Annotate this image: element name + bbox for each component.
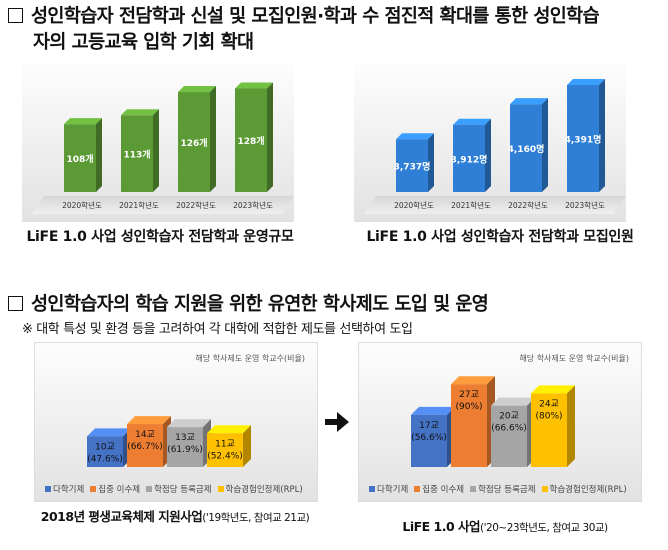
- chart-enrollment-svg: 3,737명 2020학년도 3,912명 2021학년도 4,160명 2022학년도 4…: [394, 79, 605, 210]
- chart-dept-count: 108개 2020학년도 113개 2021학년도 126개 2022학년도 128개 202…: [22, 64, 294, 222]
- chart-enrollment: 3,737명 2020학년도 3,912명 2021학년도 4,160명 2022학년도 4…: [354, 64, 626, 222]
- bar-percent-label: (66.7%): [127, 442, 163, 452]
- bar-value-label: 10교: [95, 442, 115, 452]
- legend-label: 학점당 등록금제: [154, 485, 212, 495]
- bar-value-label: 3,912명: [451, 153, 488, 165]
- chart-system-2018-legend: 다학기제 집중 이수제 학점당 등록금제 학습경험인정제(RPL): [39, 483, 303, 495]
- legend-swatch: [90, 486, 97, 492]
- chart-system-life-subtitle: 해당 학사제도 운영 학교수(비율): [519, 354, 629, 363]
- bar-value-label: 11교: [215, 439, 235, 449]
- legend-item: 집중 이수제: [84, 485, 140, 495]
- chart-system-life-legend: 다학기제 집중 이수제 학점당 등록금제 학습경험인정제(RPL): [363, 483, 627, 495]
- x-tick-label: 2023학년도: [565, 200, 605, 210]
- section1-heading: 성인학습자 전담학과 신설 및 모집인원·학과 수 점진적 확대를 통한 성인학…: [8, 4, 668, 56]
- chart-system-2018-svg: 10교 (47.6%) 14교 (66.7%) 13교 (61.9%) 11교 (52.4%): [87, 416, 251, 467]
- bar-percent-label: (90%): [455, 402, 482, 412]
- caption-main: 2018년 평생교육체제 지원사업: [40, 509, 203, 524]
- x-tick-label: 2021학년도: [119, 200, 159, 210]
- chart-system-life-caption: LiFE 1.0 사업('20~23학년도, 참여교 30교): [365, 516, 645, 535]
- bar-value-label: 113개: [123, 149, 150, 161]
- section1-heading-line2: 자의 고등교육 입학 기회 확대: [33, 32, 254, 53]
- x-tick-label: 2020학년도: [394, 200, 434, 210]
- checkbox-square-icon: [8, 296, 23, 311]
- chart-system-life: 해당 학사제도 운영 학교수(비율) 17교 (56.6%) 27교 (90%) 20교…: [358, 342, 642, 502]
- legend-label: 집중 이수제: [422, 485, 465, 495]
- legend-swatch: [470, 486, 477, 492]
- caption-sub: ('19학년도, 참여교 21교): [202, 512, 310, 524]
- bar-percent-label: (47.6%): [87, 454, 123, 464]
- x-tick-label: 2021학년도: [451, 200, 491, 210]
- legend-label: 다학기제: [377, 485, 409, 495]
- bar-2022학년도: [510, 98, 548, 192]
- legend-item: 다학기제: [363, 485, 408, 495]
- legend-swatch: [45, 486, 51, 492]
- x-tick-label: 2022학년도: [176, 200, 216, 210]
- legend-item: 학점당 등록금제: [140, 485, 212, 495]
- bar-2021학년도: [453, 118, 491, 192]
- bar-집중 이수제: [451, 376, 495, 467]
- bar-value-label: 126개: [180, 137, 207, 149]
- x-tick-label: 2020학년도: [62, 200, 102, 210]
- bar-value-label: 17교: [419, 421, 439, 431]
- bar-value-label: 27교: [459, 390, 479, 400]
- section2-heading: 성인학습자의 학습 지원을 위한 유연한 학사제도 도입 및 운영: [8, 292, 489, 318]
- chart-system-2018: 해당 학사제도 운영 학교수(비율) 10교 (47.6%) 14교 (66.7%) 1…: [34, 342, 318, 502]
- bar-value-label: 108개: [66, 153, 93, 165]
- bar-value-label: 20교: [499, 412, 519, 422]
- legend-label: 학점당 등록금제: [478, 485, 536, 495]
- section2-note: ※ 대학 특성 및 환경 등을 고려하여 각 대학에 적합한 제도를 선택하여 …: [22, 322, 413, 337]
- legend-swatch: [217, 486, 224, 492]
- caption-main: LiFE 1.0 사업: [402, 519, 481, 534]
- bar-value-label: 14교: [135, 430, 155, 440]
- bar-학습경험인정제(RPL): [207, 425, 251, 467]
- bar-value-label: 13교: [175, 433, 195, 443]
- legend-swatch: [369, 486, 375, 492]
- x-tick-label: 2023학년도: [233, 200, 273, 210]
- section2-heading-text: 성인학습자의 학습 지원을 위한 유연한 학사제도 도입 및 운영: [31, 294, 489, 315]
- chart-dept-count-caption: LiFE 1.0 사업 성인학습자 전담학과 운영규모: [26, 229, 294, 245]
- legend-swatch: [541, 486, 548, 492]
- x-tick-label: 2022학년도: [508, 200, 548, 210]
- bar-2022학년도: [178, 86, 216, 192]
- bar-percent-label: (80%): [535, 411, 562, 421]
- section1-heading-line1: 성인학습자 전담학과 신설 및 모집인원·학과 수 점진적 확대를 통한 성인학…: [31, 6, 600, 27]
- chart-dept-count-svg: 108개 2020학년도 113개 2021학년도 126개 2022학년도 128개 202…: [62, 82, 273, 210]
- legend-swatch: [414, 486, 421, 492]
- bar-value-label: 3,737명: [394, 161, 431, 173]
- bar-value-label: 4,391명: [565, 134, 602, 146]
- legend-label: 집중 이수제: [98, 485, 141, 495]
- bar-학습경험인정제(RPL): [531, 385, 575, 467]
- bar-percent-label: (52.4%): [207, 451, 243, 461]
- chart-system-life-svg: 17교 (56.6%) 27교 (90%) 20교 (66.6%) 24교 (80%): [411, 376, 575, 467]
- legend-label: 학습경험인정제(RPL): [549, 485, 627, 495]
- legend-item: 학점당 등록금제: [464, 485, 536, 495]
- chart-system-2018-subtitle: 해당 학사제도 운영 학교수(비율): [195, 354, 305, 363]
- bar-value-label: 4,160명: [508, 143, 545, 155]
- bar-percent-label: (56.6%): [411, 433, 447, 443]
- legend-label: 다학기제: [53, 485, 85, 495]
- legend-item: 집중 이수제: [408, 485, 464, 495]
- chart-enrollment-caption: LiFE 1.0 사업 성인학습자 전담학과 모집인원: [366, 229, 634, 245]
- legend-item: 다학기제: [39, 485, 84, 495]
- bar-value-label: 128개: [237, 135, 264, 147]
- right-arrow-icon: [325, 412, 349, 432]
- bar-2023학년도: [235, 82, 273, 192]
- bar-2020학년도: [396, 133, 434, 192]
- bar-percent-label: (61.9%): [167, 445, 203, 455]
- checkbox-square-icon: [8, 8, 23, 23]
- bar-2021학년도: [121, 109, 159, 192]
- caption-sub: ('20~23학년도, 참여교 30교): [480, 522, 608, 534]
- bar-2020학년도: [64, 118, 102, 192]
- chart-system-2018-caption: 2018년 평생교육체제 지원사업('19학년도, 참여교 21교): [30, 506, 320, 525]
- legend-label: 학습경험인정제(RPL): [225, 485, 303, 495]
- bar-2023학년도: [567, 79, 605, 192]
- legend-swatch: [146, 486, 153, 492]
- legend-item: 학습경험인정제(RPL): [536, 485, 627, 495]
- legend-item: 학습경험인정제(RPL): [212, 485, 303, 495]
- bar-value-label: 24교: [539, 399, 559, 409]
- bar-percent-label: (66.6%): [491, 424, 527, 434]
